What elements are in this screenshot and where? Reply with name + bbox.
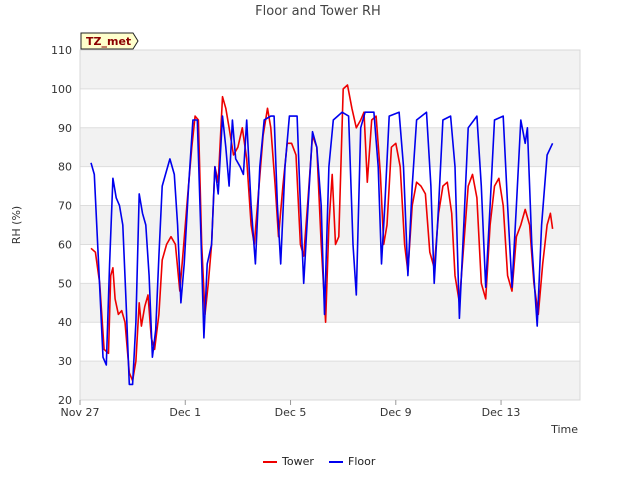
y-tick-label: 60 bbox=[58, 238, 72, 251]
site-tag-box bbox=[80, 32, 139, 50]
y-tick-label: 90 bbox=[58, 122, 72, 135]
y-tick-label: 40 bbox=[58, 316, 72, 329]
y-tick-label: 100 bbox=[51, 83, 72, 96]
series-line-floor bbox=[90, 111, 554, 386]
x-axis-title: Time bbox=[550, 423, 578, 436]
y-tick-label: 110 bbox=[51, 44, 72, 57]
y-tick-label: 50 bbox=[58, 277, 72, 290]
y-axis-ticks: 20 30 40 50 60 70 80 90 100 110 bbox=[51, 44, 72, 407]
chart-title: Floor and Tower RH bbox=[255, 4, 381, 19]
site-tag: TZ_met bbox=[80, 32, 139, 50]
y-tick-label: 20 bbox=[58, 394, 72, 407]
series-lines bbox=[90, 84, 554, 386]
x-tick-label: Dec 9 bbox=[380, 406, 412, 419]
plot-band bbox=[80, 361, 580, 400]
x-tick-label: Nov 27 bbox=[61, 406, 100, 419]
legend-label-floor: Floor bbox=[348, 455, 376, 468]
plot-band bbox=[80, 50, 580, 89]
x-axis-ticks: Nov 27 Dec 1 Dec 5 Dec 9 Dec 13 bbox=[61, 400, 521, 419]
plot-frame bbox=[79, 49, 581, 401]
y-tick-label: 70 bbox=[58, 200, 72, 213]
x-tick-label: Dec 13 bbox=[482, 406, 521, 419]
legend: Tower Floor bbox=[263, 455, 376, 468]
y-tick-label: 80 bbox=[58, 161, 72, 174]
legend-label-tower: Tower bbox=[281, 455, 314, 468]
x-tick-label: Dec 5 bbox=[275, 406, 307, 419]
y-axis-title: RH (%) bbox=[10, 206, 23, 244]
site-tag-label: TZ_met bbox=[86, 35, 131, 48]
x-tick-label: Dec 1 bbox=[169, 406, 201, 419]
plot-band bbox=[80, 283, 580, 323]
y-tick-label: 30 bbox=[58, 355, 72, 368]
